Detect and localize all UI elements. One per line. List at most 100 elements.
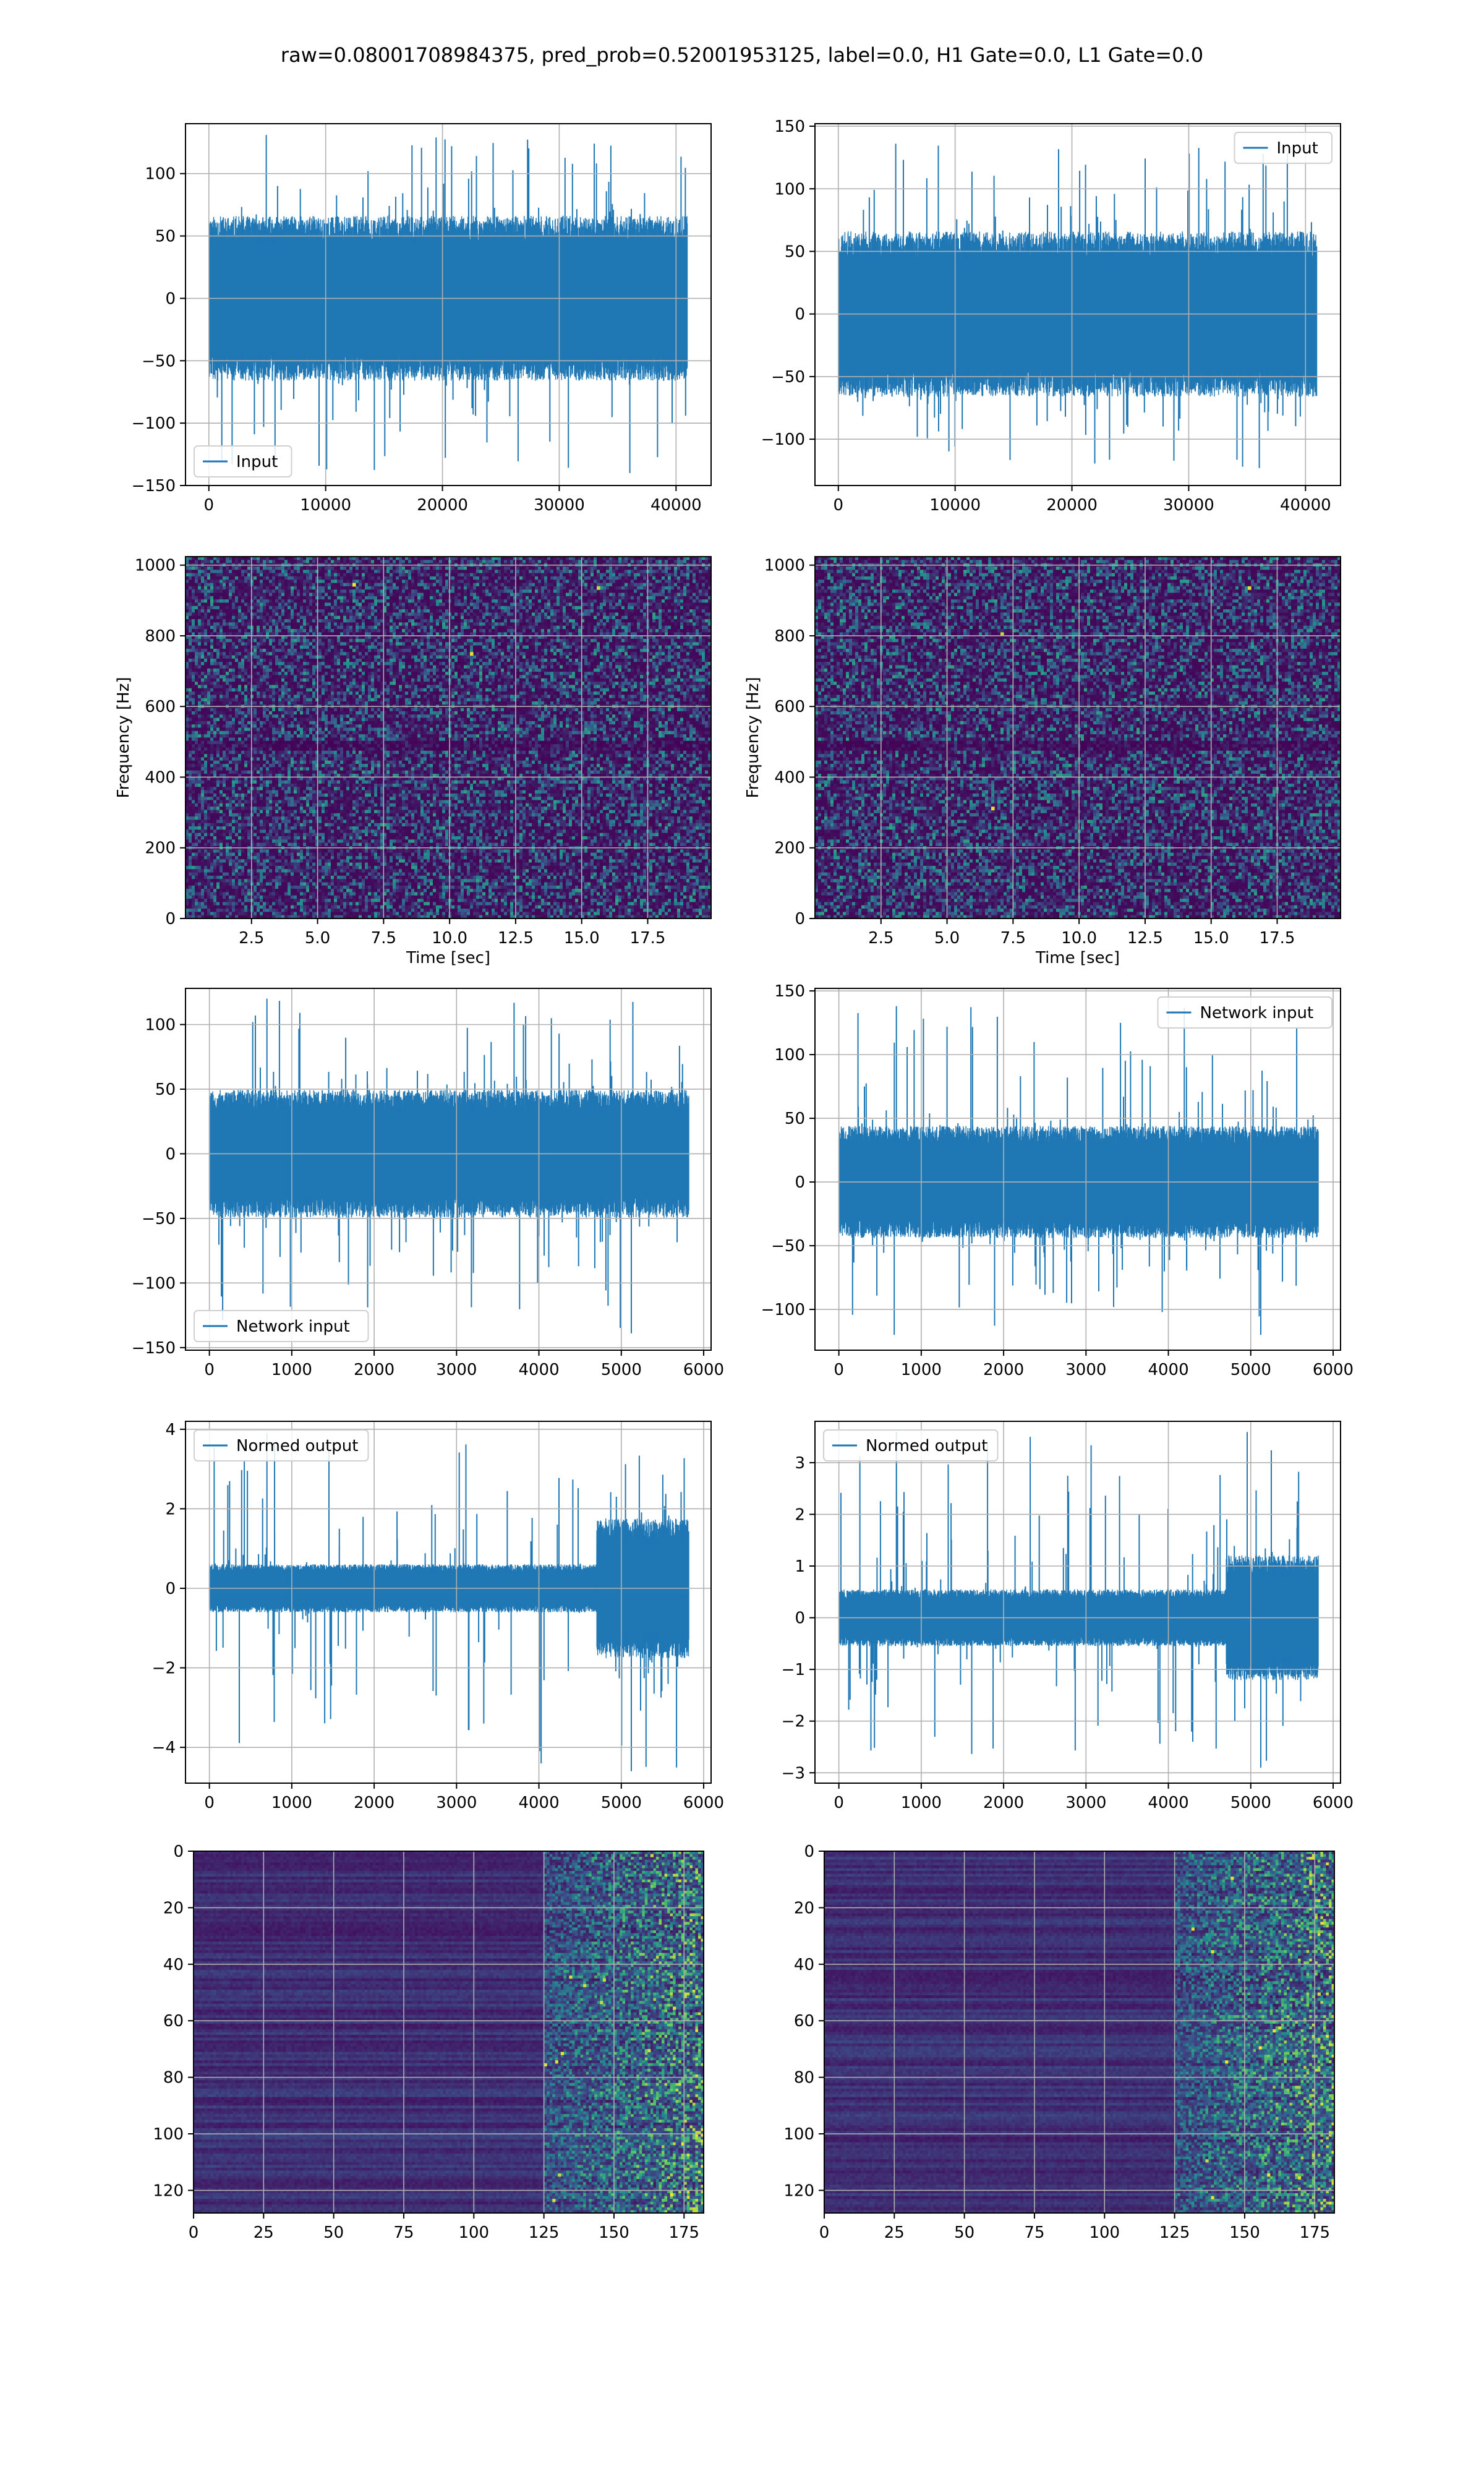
x-tick-label: 12.5 [498,929,534,948]
heatmap-hotspot [603,1979,606,1982]
y-tick-label: 50 [155,228,176,246]
x-tick-label: 6000 [683,1794,724,1812]
heatmap-hotspot [1298,2177,1301,2180]
y-tick-label: −4 [152,1739,176,1757]
x-tick-label: 25 [254,2224,274,2242]
y-tick-label: 40 [163,1956,184,1974]
x-tick-label: 5000 [601,1794,642,1812]
heatmap-hotspot [1211,1950,1214,1953]
heatmap-hotspot [1248,586,1252,590]
heatmap-hotspot [1259,2046,1262,2049]
x-tick-label: 75 [1024,2224,1044,2242]
y-tick-label: 100 [145,165,176,184]
x-tick-label: 6000 [683,1361,724,1379]
y-tick-label: 0 [795,910,805,928]
x-tick-label: 5.0 [305,929,330,948]
x-tick-label: 20000 [417,496,468,515]
y-tick-label: 1 [795,1557,805,1576]
heatmap-hotspot [561,2052,564,2055]
legend-label: Network input [1200,1004,1314,1022]
x-axis-label: Time [sec] [406,949,490,967]
y-tick-label: 0 [804,1843,814,1861]
y-tick-label: 20 [794,1899,814,1917]
x-tick-label: 2.5 [868,929,893,948]
x-axis-label: Time [sec] [1035,949,1120,967]
chart-spectrogram-l1: 2.5 5.0 7.5 10.0 12.5 15.0 17.5020040060080010… [744,557,1341,967]
y-tick-label: 100 [774,180,805,199]
x-tick-label: 15.0 [564,929,600,948]
heatmap-hotspot [352,583,356,587]
y-axis-label: Frequency [Hz] [114,677,133,798]
y-tick-label: 100 [145,1016,176,1035]
y-tick-label: 80 [163,2069,184,2087]
legend-label: Normed output [866,1437,987,1455]
heatmap-hotspot [569,1975,572,1979]
y-tick-label: 400 [145,768,176,787]
x-tick-label: 17.5 [630,929,666,948]
x-tick-label: 2000 [354,1794,394,1812]
y-tick-label: 60 [163,2012,184,2031]
y-tick-label: 100 [774,1046,805,1064]
heatmap-hotspot [600,2001,603,2004]
x-tick-label: 0 [204,1794,215,1812]
x-tick-label: 0 [834,1361,844,1379]
y-tick-label: 100 [153,2125,184,2144]
x-tick-label: 4000 [518,1794,559,1812]
x-tick-label: 5000 [1230,1794,1271,1812]
x-tick-label: 0 [204,496,215,515]
x-tick-label: 175 [668,2224,699,2242]
x-tick-label: 50 [954,2224,974,2242]
heatmap-cells [186,557,712,919]
heatmap-hotspot [991,807,995,810]
x-tick-label: 4000 [518,1361,559,1379]
x-tick-label: 2000 [354,1361,394,1379]
y-tick-label: −2 [152,1659,176,1678]
y-tick-label: 50 [785,1110,805,1128]
y-tick-label: 600 [774,698,805,716]
heatmap-hotspot [1211,2196,1214,2199]
heatmap-hotspot [650,1854,654,1857]
x-tick-label: 2.5 [239,929,264,948]
y-tick-label: 0 [795,1609,805,1628]
y-tick-label: 0 [165,1580,176,1598]
heatmap-hotspot [1267,2173,1270,2177]
x-tick-label: 0 [834,1794,844,1812]
y-tick-label: −50 [142,1210,176,1228]
y-tick-label: 50 [785,242,805,261]
x-tick-label: 0 [834,496,844,515]
x-tick-label: 1000 [271,1794,312,1812]
y-tick-label: 3 [795,1454,805,1473]
heatmap-hotspot [1205,2159,1208,2162]
y-tick-label: −3 [782,1764,805,1783]
chart-raw-input-h1: 0 10000 20000 30000 40000−150−100−50050100In… [132,124,711,515]
y-tick-label: 800 [774,627,805,646]
heatmap-hotspot [1225,2060,1228,2063]
heatmap-cells [824,1851,1335,2214]
y-tick-label: 120 [153,2181,184,2200]
x-tick-label: 1000 [271,1361,312,1379]
y-tick-label: 0 [173,1843,184,1861]
legend-label: Network input [236,1317,350,1336]
y-tick-label: 1000 [764,557,805,575]
y-tick-label: −100 [761,430,805,449]
x-tick-label: 4000 [1148,1794,1188,1812]
y-tick-label: 0 [165,1145,176,1163]
y-axis-label: Frequency [Hz] [744,677,762,798]
heatmap-hotspot [552,2199,555,2202]
heatmap-hotspot [670,2193,673,2196]
x-tick-label: 2000 [983,1794,1024,1812]
y-tick-label: 0 [165,289,176,308]
x-tick-label: 5000 [1230,1361,1271,1379]
x-tick-label: 5.0 [934,929,960,948]
x-tick-label: 3000 [436,1794,477,1812]
chart-normed-output-l1: 0 1000 2000 3000 4000 5000 6000−3−2−10123Norme… [782,1421,1354,1812]
x-tick-label: 40000 [1280,496,1331,515]
legend: Normed output [194,1430,369,1461]
x-tick-label: 150 [1229,2224,1260,2242]
chart-raw-input-l1: 0 10000 20000 30000 40000−100−50050100150Inp… [761,118,1341,515]
heatmap-hotspot [555,2060,558,2063]
y-tick-label: 40 [794,1956,814,1974]
